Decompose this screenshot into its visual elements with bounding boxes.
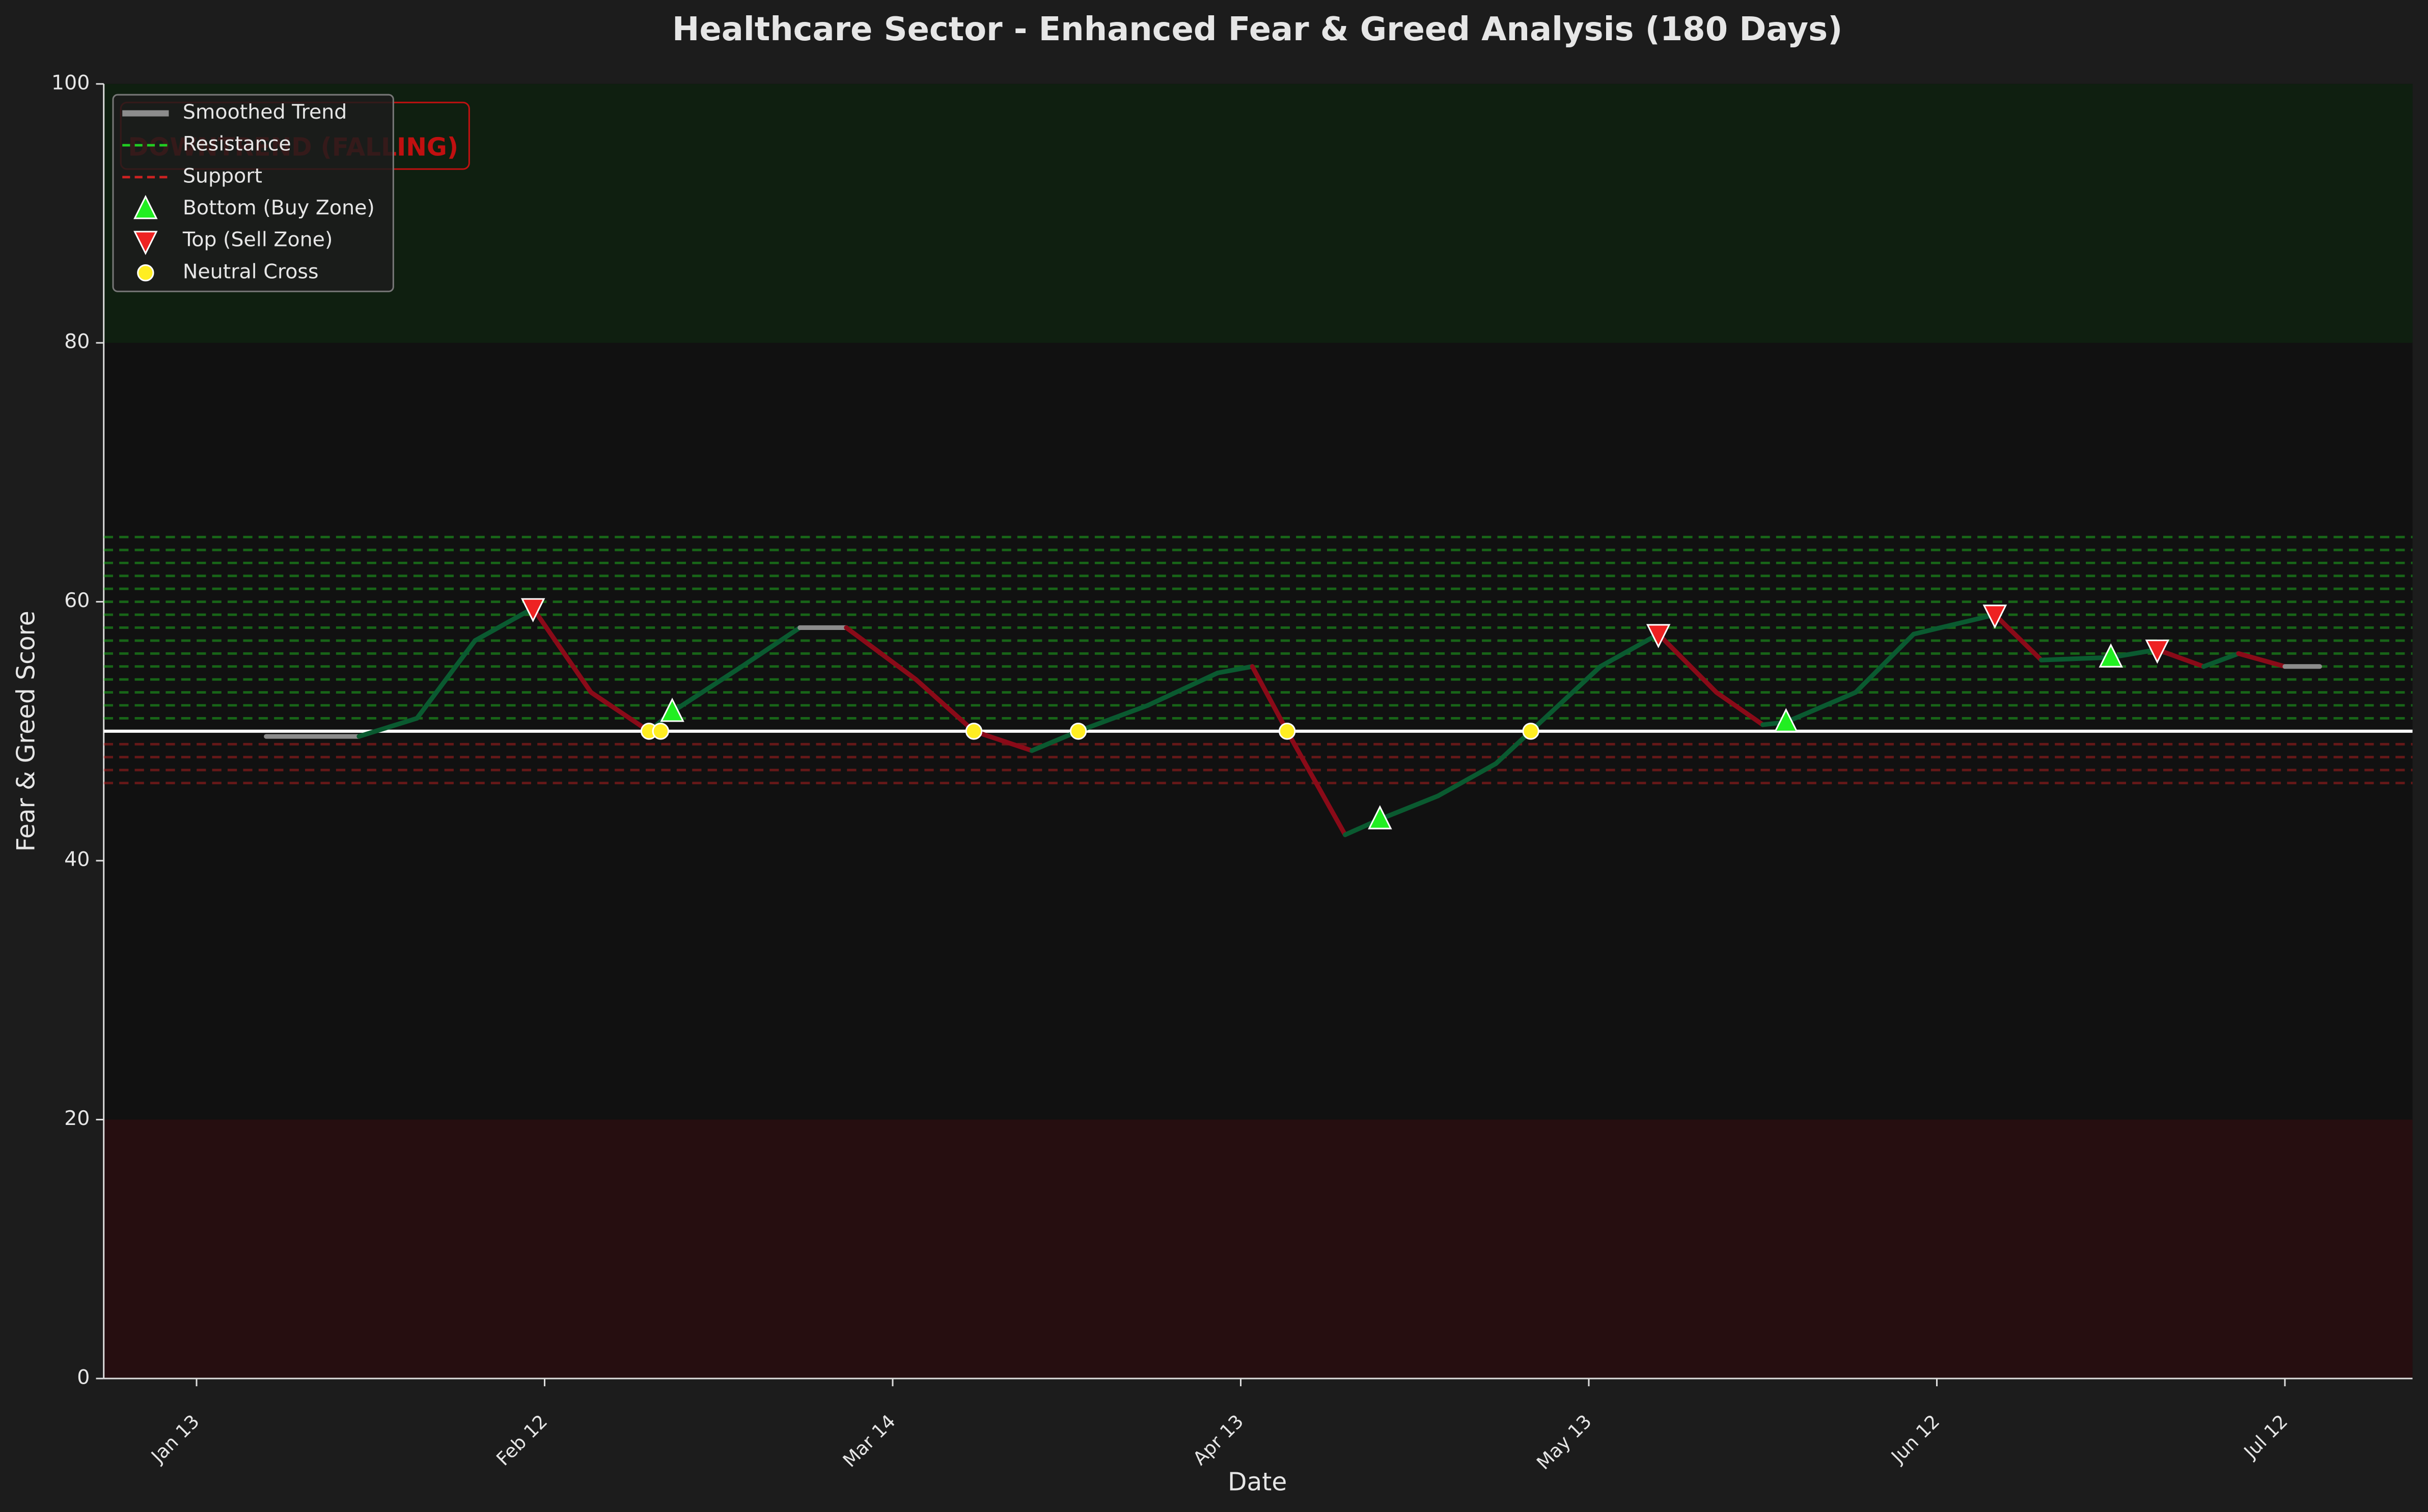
zone: [103, 84, 2413, 343]
trend-segment: [1598, 631, 1661, 669]
legend-label: Neutral Cross: [183, 260, 319, 283]
legend-swatch: [133, 231, 158, 255]
y-tick-label: 100: [51, 71, 90, 94]
trend-segment: [473, 606, 536, 643]
trend-segment: [1075, 703, 1150, 734]
legend-swatch: [133, 195, 158, 219]
trend-segment: [1215, 664, 1255, 676]
legend-box: [112, 94, 394, 292]
trend-segment: [1285, 729, 1348, 837]
trend-segment: [913, 677, 977, 734]
trend-segment: [1377, 793, 1441, 822]
trend-segment: [739, 625, 803, 669]
marker: [965, 723, 983, 740]
marker: [652, 723, 670, 740]
zone: [103, 1119, 2413, 1379]
legend-label: Support: [183, 164, 262, 187]
trend-segment: [1911, 612, 1997, 637]
trend-segment: [2155, 647, 2206, 669]
marker: [1646, 624, 1671, 648]
trend-segment: [1145, 670, 1220, 708]
marker: [1368, 805, 1392, 830]
y-tick-label: 40: [64, 848, 90, 871]
marker: [1774, 708, 1799, 732]
y-tick-label: 0: [77, 1365, 90, 1389]
legend-label: Resistance: [183, 132, 291, 156]
marker: [1278, 723, 1296, 740]
marker: [520, 598, 545, 623]
marker: [660, 697, 684, 722]
trend-segment: [2236, 651, 2287, 669]
trend-segment: [531, 606, 594, 695]
trend-segment: [589, 690, 652, 734]
y-tick-label: 60: [64, 589, 90, 612]
legend-label: Smoothed Trend: [183, 100, 347, 124]
legend: Smoothed Trend Resistance Support Bottom (B…: [112, 94, 394, 292]
x-axis-label: Date: [1228, 1468, 1287, 1497]
marker: [1069, 723, 1087, 740]
trend-segment: [971, 729, 1034, 753]
trend-segment: [844, 625, 919, 682]
trend-segment: [1436, 761, 1499, 799]
trend-segment: [1783, 690, 1858, 725]
chart-title: Healthcare Sector - Enhanced Fear & Gree…: [672, 11, 1842, 48]
legend-label: Bottom (Buy Zone): [183, 196, 375, 219]
trend-segment: [1656, 631, 1719, 695]
marker: [2099, 643, 2123, 668]
trend-segment: [1992, 612, 2044, 663]
legend-swatch: [137, 264, 154, 282]
trend-segment: [2108, 647, 2160, 660]
trend-segment: [2201, 651, 2241, 669]
y-axis-label: Fear & Greed Score: [12, 611, 41, 851]
y-tick-label: 80: [64, 330, 90, 353]
trend-segment: [1250, 664, 1290, 734]
marker: [2145, 639, 2170, 664]
trend-segment: [1853, 631, 1916, 695]
marker: [1522, 723, 1539, 740]
trend-segment: [1714, 690, 1765, 727]
trend-segment: [2038, 655, 2113, 663]
legend-label: Top (Sell Zone): [182, 228, 333, 252]
trend-segment: [1528, 664, 1603, 734]
trend-segment: [670, 664, 744, 714]
trend-segment: [415, 638, 478, 721]
marker: [1982, 604, 2007, 629]
y-tick-label: 20: [64, 1107, 90, 1130]
trend-segment: [356, 716, 420, 739]
